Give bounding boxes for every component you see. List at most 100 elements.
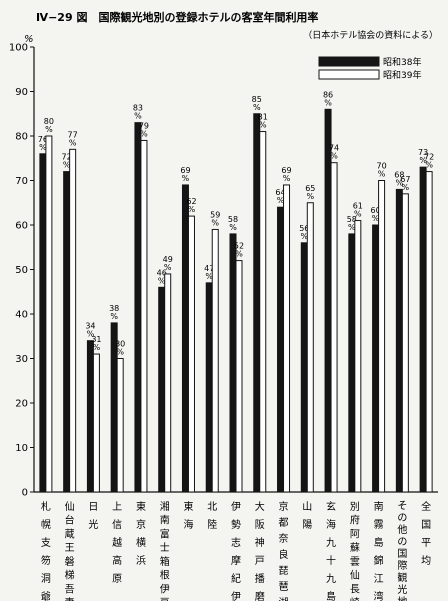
bar-1 (181, 184, 189, 493)
category-label: 大阪神戸播磨 (255, 500, 265, 601)
data-label-value: 64 (275, 188, 285, 197)
bars: 76%80%72%77%34%31%38%30%83%79%46%49%69%6… (38, 90, 434, 493)
data-label-2: 61% (353, 202, 363, 219)
data-label-unit: % (182, 174, 190, 183)
data-label-unit: % (283, 174, 291, 183)
data-label-unit: % (300, 232, 308, 241)
category-label: 札幌支笏洞爺 (41, 500, 51, 601)
data-label-value: 77 (68, 130, 78, 139)
data-label-1: 73% (418, 148, 428, 165)
data-label-value: 62 (186, 197, 196, 206)
data-label-value: 74 (329, 144, 339, 153)
category-label: 北陸 (207, 501, 217, 531)
bar-1 (395, 188, 403, 493)
y-tick-label: 0 (22, 488, 28, 499)
category-label: 伊勢志摩紀伊 (231, 501, 241, 601)
data-label-unit: % (188, 205, 196, 214)
data-label-2: 30% (115, 340, 125, 357)
category-label: 全国平均 (421, 500, 431, 567)
data-label-value: 80 (44, 117, 54, 126)
data-label-value: 85 (252, 95, 262, 104)
data-label-unit: % (134, 112, 142, 121)
data-label-unit: % (211, 218, 219, 227)
category-label: 別府阿蘇雲仙長崎 (350, 501, 360, 601)
data-label-value: 49 (163, 255, 173, 264)
data-label-value: 79 (139, 121, 149, 130)
data-label-unit: % (235, 250, 243, 259)
data-label-1: 86% (323, 90, 333, 107)
data-label-value: 60 (370, 206, 380, 215)
data-label-1: 83% (133, 104, 143, 121)
data-label-unit: % (354, 210, 362, 219)
data-label-1: 76% (38, 135, 48, 152)
data-label-unit: % (158, 276, 166, 285)
data-label-unit: % (253, 103, 261, 112)
data-label-value: 65 (305, 184, 315, 193)
data-label-2: 31% (91, 335, 101, 352)
bar-2 (116, 358, 124, 493)
bar-2 (187, 215, 195, 493)
data-label-unit: % (259, 121, 267, 130)
data-label-2: 70% (376, 162, 386, 179)
data-label-unit: % (229, 223, 237, 232)
data-label-unit: % (164, 263, 172, 272)
data-label-value: 70 (376, 162, 386, 171)
category-label: 東海 (183, 500, 193, 531)
chart-subtitle: （日本ホテル協会の資料による） (303, 29, 438, 41)
bar-1 (348, 233, 356, 493)
y-tick-label: 80 (15, 132, 28, 143)
bar-2 (164, 273, 172, 493)
data-label-value: 72 (62, 153, 72, 162)
legend-label-1: 昭和38年 (383, 56, 421, 68)
y-axis: 0 10 20 30 40 50 60 70 80 90 100 (9, 43, 438, 499)
category-label: その他の国際観光地 (397, 500, 407, 601)
bar-1 (63, 171, 71, 493)
data-label-unit: % (63, 161, 71, 170)
data-label-unit: % (425, 161, 433, 170)
data-label-unit: % (348, 223, 356, 232)
data-label-unit: % (39, 143, 47, 152)
data-label-value: 30 (115, 340, 125, 349)
data-label-value: 67 (400, 175, 410, 184)
data-label-1: 69% (180, 166, 190, 183)
y-tick-label: 100 (9, 43, 28, 54)
data-label-1: 58% (347, 215, 357, 232)
bar-2 (235, 260, 243, 493)
bar-1 (324, 108, 332, 493)
data-label-1: 46% (157, 268, 167, 285)
y-tick-label: 50 (15, 265, 28, 276)
chart-title: Ⅳ−29 図 国際観光地別の登録ホテルの客室年間利用率 (36, 10, 318, 24)
data-label-2: 69% (281, 166, 291, 183)
bar-2 (330, 162, 338, 493)
bar-2 (69, 148, 77, 493)
data-label-unit: % (330, 152, 338, 161)
data-label-2: 49% (163, 255, 173, 272)
data-label-unit: % (378, 170, 386, 179)
data-label-unit: % (419, 156, 427, 165)
data-label-value: 52 (234, 242, 244, 251)
y-tick-label: 90 (15, 87, 28, 98)
data-label-value: 38 (109, 304, 119, 313)
data-label-1: 64% (275, 188, 285, 205)
data-label-2: 59% (210, 210, 220, 227)
data-label-1: 38% (109, 304, 119, 321)
data-label-value: 81 (258, 113, 268, 122)
data-label-2: 81% (258, 113, 268, 130)
y-tick-label: 10 (15, 443, 28, 454)
data-label-value: 72 (424, 153, 434, 162)
data-label-value: 58 (228, 215, 238, 224)
bar-1 (253, 113, 261, 493)
bar-2 (211, 228, 219, 493)
data-label-value: 61 (353, 202, 363, 211)
data-label-value: 58 (347, 215, 357, 224)
legend-swatch-1 (318, 56, 380, 67)
data-label-1: 47% (204, 264, 214, 281)
data-label-value: 56 (299, 224, 309, 233)
data-label-unit: % (87, 330, 95, 339)
data-label-value: 59 (210, 210, 220, 219)
category-label: 玄海九十九島 (326, 500, 336, 601)
data-label-1: 34% (85, 322, 95, 339)
data-label-value: 83 (133, 104, 143, 113)
